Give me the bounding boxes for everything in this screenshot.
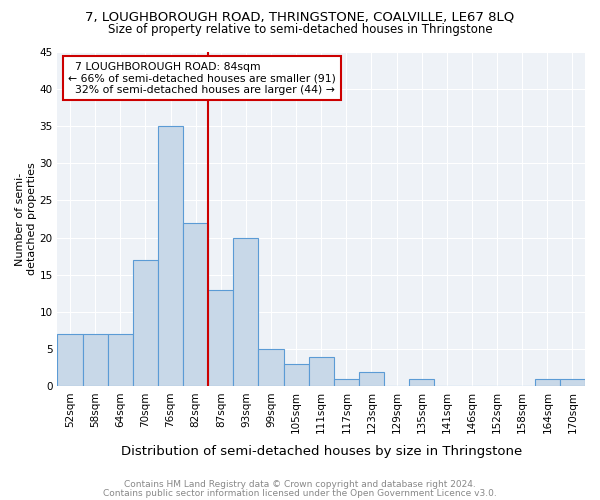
Bar bbox=[334, 379, 359, 386]
Bar bbox=[308, 356, 334, 386]
Text: 7 LOUGHBOROUGH ROAD: 84sqm
← 66% of semi-detached houses are smaller (91)
  32% : 7 LOUGHBOROUGH ROAD: 84sqm ← 66% of semi… bbox=[68, 62, 336, 94]
Bar bbox=[133, 260, 158, 386]
Bar bbox=[560, 379, 585, 386]
Bar bbox=[158, 126, 183, 386]
Text: Size of property relative to semi-detached houses in Thringstone: Size of property relative to semi-detach… bbox=[107, 22, 493, 36]
Text: Contains public sector information licensed under the Open Government Licence v3: Contains public sector information licen… bbox=[103, 489, 497, 498]
Y-axis label: Number of semi-
detached properties: Number of semi- detached properties bbox=[15, 162, 37, 276]
Bar bbox=[409, 379, 434, 386]
Bar bbox=[259, 349, 284, 387]
Bar bbox=[359, 372, 384, 386]
Bar bbox=[535, 379, 560, 386]
Bar bbox=[183, 222, 208, 386]
Text: 7, LOUGHBOROUGH ROAD, THRINGSTONE, COALVILLE, LE67 8LQ: 7, LOUGHBOROUGH ROAD, THRINGSTONE, COALV… bbox=[85, 10, 515, 23]
Bar bbox=[284, 364, 308, 386]
Bar bbox=[83, 334, 108, 386]
Text: Contains HM Land Registry data © Crown copyright and database right 2024.: Contains HM Land Registry data © Crown c… bbox=[124, 480, 476, 489]
Bar bbox=[233, 238, 259, 386]
Bar bbox=[108, 334, 133, 386]
Bar bbox=[208, 290, 233, 386]
X-axis label: Distribution of semi-detached houses by size in Thringstone: Distribution of semi-detached houses by … bbox=[121, 444, 522, 458]
Bar bbox=[58, 334, 83, 386]
